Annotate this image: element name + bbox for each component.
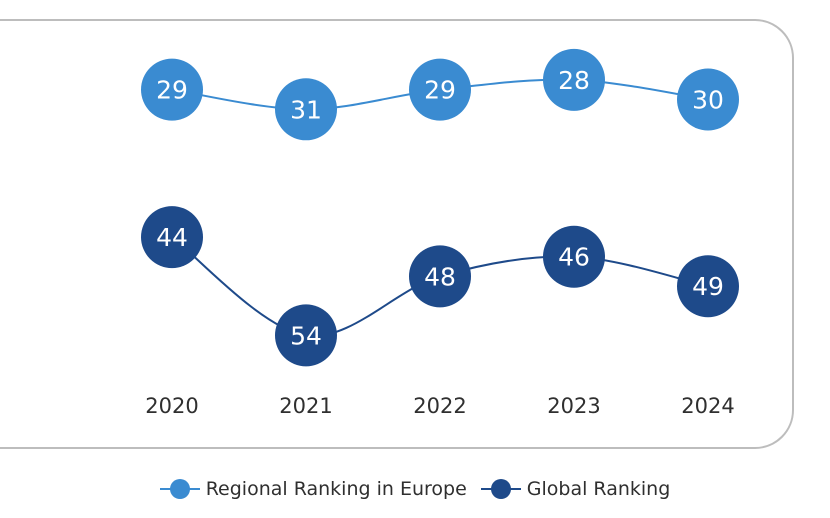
data-point-2022: [409, 58, 471, 121]
x-tick-label: 2023: [547, 394, 600, 418]
legend-swatch-regional: [159, 479, 200, 499]
data-label-2020: 29: [156, 76, 188, 105]
data-point-2021: [275, 304, 337, 367]
data-point-2022: [409, 245, 471, 308]
data-label-2022: 48: [424, 262, 456, 291]
data-label-2023: 28: [558, 66, 590, 95]
series-regional: 29 31 29 28 30: [141, 48, 739, 141]
ranking-chart: 29 31 29 28 30 44 54 48 46 49 2020 2021 2022 2023 202…: [0, 19, 794, 449]
legend-label-regional: Regional Ranking in Europe: [205, 478, 467, 500]
series-global: 44 54 48 46 49: [141, 206, 739, 367]
x-tick-label: 2021: [279, 394, 332, 418]
legend-item-global: Global Ranking: [480, 478, 671, 500]
data-label-2023: 46: [558, 243, 590, 272]
data-point-2023: [543, 225, 605, 288]
data-label-2024: 30: [692, 85, 724, 114]
legend: Regional Ranking in Europe Global Rankin…: [0, 478, 830, 500]
data-point-2020: [141, 58, 203, 121]
x-tick-label: 2024: [681, 394, 734, 418]
data-point-2020: [141, 206, 203, 269]
data-point-2024: [677, 255, 739, 318]
data-label-2022: 29: [424, 76, 456, 105]
legend-item-regional: Regional Ranking in Europe: [159, 478, 467, 500]
data-point-2023: [543, 48, 605, 111]
x-tick-label: 2020: [145, 394, 198, 418]
data-label-2021: 54: [290, 321, 322, 350]
chart-frame: [0, 19, 794, 449]
legend-swatch-global: [480, 479, 521, 499]
legend-label-global: Global Ranking: [526, 478, 671, 500]
data-point-2021: [275, 78, 337, 141]
data-label-2021: 31: [290, 95, 322, 124]
data-label-2020: 44: [156, 223, 188, 252]
data-label-2024: 49: [692, 272, 724, 301]
x-tick-label: 2022: [413, 394, 466, 418]
data-point-2024: [677, 68, 739, 131]
